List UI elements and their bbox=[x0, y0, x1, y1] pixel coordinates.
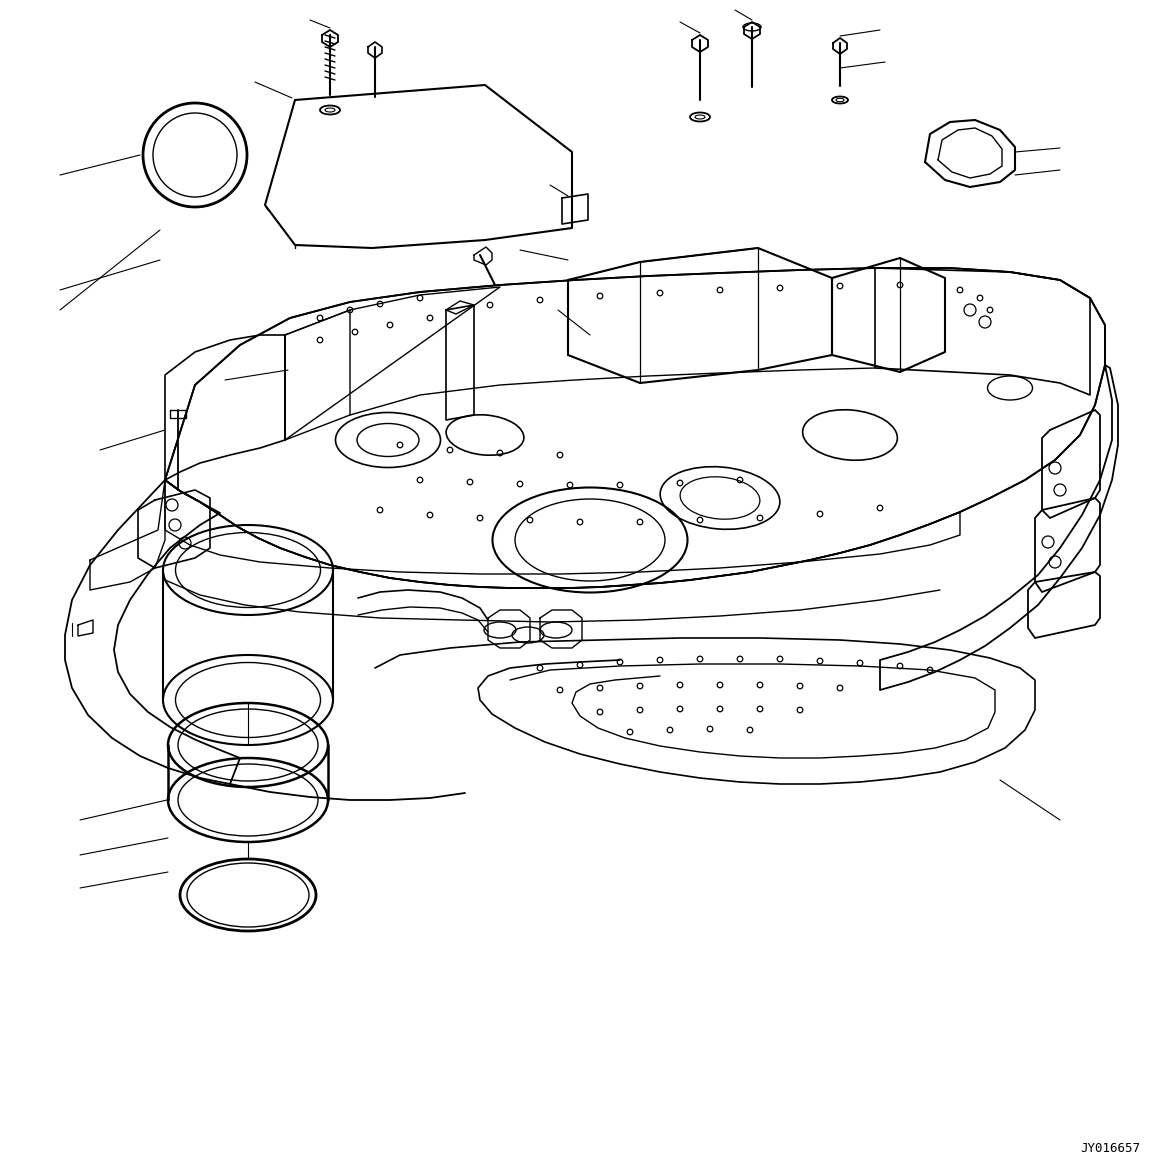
Text: JY016657: JY016657 bbox=[1080, 1141, 1140, 1154]
Polygon shape bbox=[165, 267, 1105, 588]
